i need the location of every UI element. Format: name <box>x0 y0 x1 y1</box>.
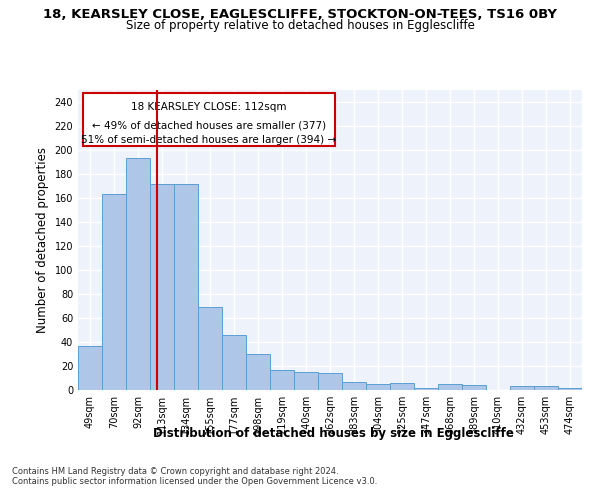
Text: ← 49% of detached houses are smaller (377): ← 49% of detached houses are smaller (37… <box>92 120 326 130</box>
Text: 18 KEARSLEY CLOSE: 112sqm: 18 KEARSLEY CLOSE: 112sqm <box>131 102 287 113</box>
Bar <box>318 373 342 390</box>
Bar <box>270 370 294 390</box>
Text: Size of property relative to detached houses in Egglescliffe: Size of property relative to detached ho… <box>125 18 475 32</box>
Bar <box>462 385 486 390</box>
Bar <box>558 388 582 390</box>
Text: Contains HM Land Registry data © Crown copyright and database right 2024.: Contains HM Land Registry data © Crown c… <box>12 468 338 476</box>
Bar <box>150 184 174 390</box>
Bar <box>246 354 270 390</box>
Bar <box>510 386 534 390</box>
Bar <box>174 184 198 390</box>
Bar <box>342 382 366 390</box>
Bar <box>414 388 438 390</box>
Text: Distribution of detached houses by size in Egglescliffe: Distribution of detached houses by size … <box>152 428 514 440</box>
Bar <box>198 307 222 390</box>
Bar <box>294 372 318 390</box>
Bar <box>438 384 462 390</box>
Text: 51% of semi-detached houses are larger (394) →: 51% of semi-detached houses are larger (… <box>82 135 337 145</box>
FancyBboxPatch shape <box>83 93 335 146</box>
Text: Contains public sector information licensed under the Open Government Licence v3: Contains public sector information licen… <box>12 478 377 486</box>
Bar <box>534 386 558 390</box>
Bar <box>366 384 390 390</box>
Text: 18, KEARSLEY CLOSE, EAGLESCLIFFE, STOCKTON-ON-TEES, TS16 0BY: 18, KEARSLEY CLOSE, EAGLESCLIFFE, STOCKT… <box>43 8 557 20</box>
Bar <box>102 194 126 390</box>
Bar <box>78 346 102 390</box>
Bar <box>390 383 414 390</box>
Bar <box>126 158 150 390</box>
Y-axis label: Number of detached properties: Number of detached properties <box>36 147 49 333</box>
Bar <box>222 335 246 390</box>
